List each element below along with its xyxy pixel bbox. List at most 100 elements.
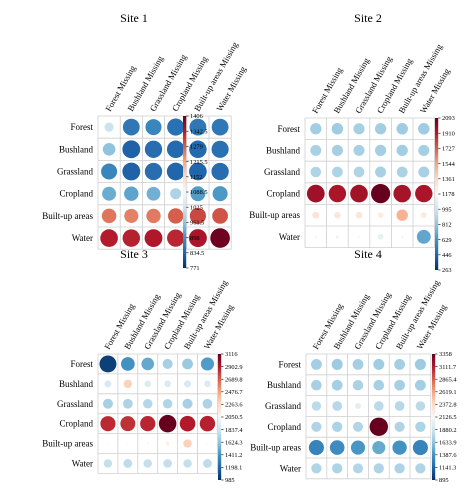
- heatmap-cell: [101, 208, 117, 224]
- row-label: Grassland: [264, 167, 300, 177]
- heatmap-cell: [206, 442, 209, 445]
- heatmap-cell: [167, 229, 185, 247]
- row-label: Forest: [279, 359, 302, 369]
- heatmap-cell: [168, 208, 184, 224]
- colorbar-tick-label: 1910: [442, 130, 455, 137]
- heatmap-cell: [414, 379, 426, 391]
- colorbar-tick-label: 985: [225, 477, 235, 484]
- heatmap-cell: [101, 163, 118, 180]
- heatmap-cell: [123, 379, 133, 389]
- heatmap-cell: [143, 459, 152, 468]
- heatmap-cell: [211, 162, 229, 181]
- heatmap-cell: [355, 403, 361, 409]
- colorbar-tick-label: 834.5: [190, 250, 204, 257]
- heatmap-cell: [124, 186, 139, 201]
- heatmap-cell: [183, 459, 192, 468]
- colorbar-tick-label: 2619.1: [439, 389, 457, 396]
- heatmap-cell: [352, 463, 364, 474]
- heatmap-cell: [396, 123, 408, 135]
- site-title: Site 1: [120, 11, 148, 25]
- heatmap-cell: [122, 140, 141, 159]
- colorbar-tick-label: 3116: [225, 351, 238, 358]
- heatmap-cell: [162, 358, 173, 369]
- heatmap-cell: [123, 459, 133, 468]
- heatmap-cell: [163, 459, 172, 468]
- colorbar-tick-label: 2050.5: [225, 414, 243, 421]
- heatmap-cell: [140, 416, 156, 432]
- heatmap-cell: [189, 207, 206, 224]
- heatmap-cell: [102, 186, 117, 201]
- heatmap-cell: [107, 442, 109, 445]
- colorbar-tick-label: 1088.5: [190, 189, 208, 196]
- colorbar-tick-label: 1141.3: [439, 465, 456, 472]
- heatmap-grid: [97, 353, 218, 474]
- heatmap-cell: [100, 416, 116, 432]
- heatmap-cell: [418, 144, 430, 156]
- heatmap-cell: [122, 398, 133, 409]
- row-label: Forest: [278, 124, 301, 134]
- colorbar-tick-label: 263: [442, 267, 452, 274]
- colorbar-tick-label: 1624.3: [225, 439, 243, 446]
- heatmap-cell: [415, 401, 426, 411]
- heatmap-cell: [126, 442, 129, 445]
- heatmap-cell: [158, 414, 177, 433]
- heatmap-cell: [189, 118, 207, 136]
- row-label: Bushland: [59, 379, 94, 389]
- colorbar-tick-label: 2263.6: [225, 402, 243, 409]
- colorbar: [218, 354, 222, 480]
- heatmap-cell: [124, 208, 139, 223]
- heatmap-cell: [164, 380, 171, 388]
- heatmap-cell: [352, 358, 364, 370]
- colorbar-tick-label: 1387.6: [439, 452, 457, 459]
- heatmap-cell: [143, 399, 153, 409]
- heatmap-cell: [100, 229, 118, 247]
- heatmap-cell: [210, 228, 230, 248]
- site-title: Site 4: [354, 247, 382, 261]
- heatmap-cell: [374, 123, 387, 135]
- colorbar-tick-label: 1837.4: [225, 427, 243, 434]
- row-label: Cropland: [60, 189, 94, 199]
- row-label: Water: [72, 233, 93, 243]
- heatmap-cell: [120, 416, 136, 432]
- heatmap-grid: [304, 117, 436, 249]
- heatmap-cell: [332, 463, 343, 474]
- heatmap-cell: [328, 184, 347, 203]
- heatmap-cell: [334, 211, 341, 219]
- heatmap-cell: [371, 184, 391, 204]
- heatmap-cell: [146, 186, 161, 201]
- heatmap-cell: [146, 442, 149, 445]
- heatmap-cell: [332, 421, 343, 432]
- heatmap-cell: [204, 380, 211, 388]
- colorbar-tick-label: 771: [190, 265, 200, 272]
- heatmap-cell: [373, 463, 384, 474]
- colorbar: [183, 116, 187, 268]
- heatmap-cell: [353, 123, 365, 135]
- colorbar-tick-label: 961.5: [190, 220, 204, 227]
- heatmap-cell: [331, 144, 343, 156]
- heatmap-cell: [199, 415, 216, 432]
- row-label: Forest: [71, 359, 94, 369]
- heatmap-cell: [350, 184, 368, 203]
- colorbar-tick-label: 1215.5: [190, 159, 208, 166]
- heatmap-cell: [203, 459, 212, 468]
- heatmap-cell: [212, 208, 228, 224]
- heatmap-cell: [306, 184, 325, 203]
- heatmap-cell: [369, 417, 388, 436]
- colorbar-tick-label: 1411.2: [225, 452, 242, 459]
- heatmap-cell: [145, 119, 162, 136]
- colorbar-tick-label: 812: [442, 222, 452, 229]
- heatmap-cell: [104, 380, 112, 388]
- heatmap-cell: [104, 122, 114, 132]
- row-label: Grassland: [57, 399, 93, 409]
- row-label: Built-up areas: [42, 439, 93, 449]
- heatmap-cell: [418, 166, 430, 178]
- heatmap-cell: [394, 358, 406, 370]
- heatmap-cell: [412, 440, 428, 456]
- heatmap-cell: [396, 144, 408, 157]
- colorbar-tick-label: 629: [442, 237, 452, 244]
- colorbar-tick-label: 2476.7: [225, 389, 243, 396]
